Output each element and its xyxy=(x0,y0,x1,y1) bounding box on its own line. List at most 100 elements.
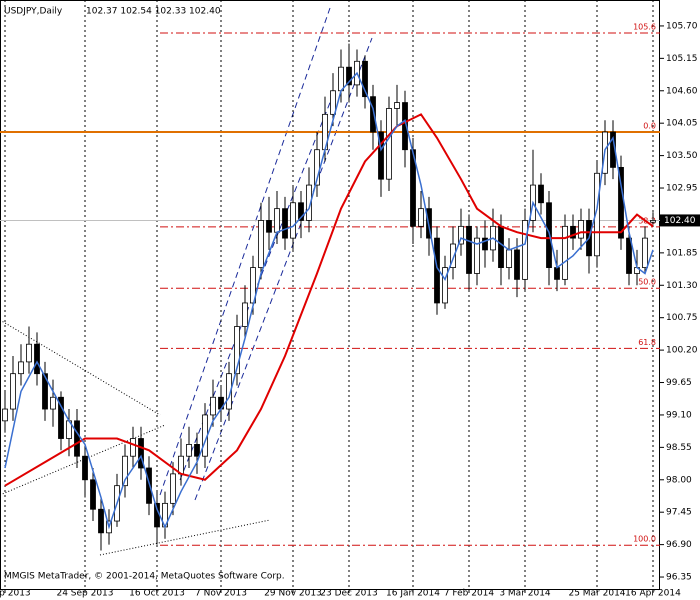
trend-lines xyxy=(0,7,373,556)
y-tick-label: 98.55 xyxy=(666,443,692,453)
candle-body xyxy=(522,220,528,280)
candle-body xyxy=(306,184,312,221)
candle-body xyxy=(290,202,296,239)
chart-subtitle: 102.37 102.54 102.33 102.40 xyxy=(86,7,221,17)
candle-body xyxy=(10,373,16,410)
candle-body xyxy=(538,184,544,204)
candle-body xyxy=(650,220,656,223)
candle-body xyxy=(402,102,408,151)
y-tick-label: 99.65 xyxy=(666,378,692,388)
current-price-label: 102.40 xyxy=(664,216,696,226)
candle-body xyxy=(378,131,384,180)
y-tick-label: 99.10 xyxy=(666,410,692,420)
candle-body xyxy=(186,444,192,457)
candle-body xyxy=(562,225,568,280)
candle-body xyxy=(194,444,200,457)
candle-body xyxy=(594,172,600,257)
fib-label: 0.0 xyxy=(643,122,656,131)
candle-body xyxy=(626,237,632,274)
candle-body xyxy=(338,66,344,92)
y-tick-label: 101.85 xyxy=(666,248,698,258)
candle-body xyxy=(298,202,304,221)
current-price-box xyxy=(660,214,700,227)
candle-body xyxy=(210,396,216,416)
x-tick-label: 23 Dec 2013 xyxy=(320,589,378,599)
y-tick-label: 96.90 xyxy=(666,540,692,550)
candle-body xyxy=(642,237,648,268)
y-tick-label: 96.35 xyxy=(666,573,692,583)
fib-label: 100.0 xyxy=(633,535,656,544)
fib-label: 50.0 xyxy=(638,278,656,287)
candle-body xyxy=(234,326,240,375)
candle-body xyxy=(330,90,336,115)
y-tick-label: 104.05 xyxy=(666,119,698,129)
trend-line xyxy=(159,7,331,496)
plot-frame xyxy=(0,0,660,590)
candle-body xyxy=(274,208,280,233)
candle-body xyxy=(226,373,232,410)
candle-body xyxy=(418,208,424,227)
candle-body xyxy=(362,60,368,98)
candle-body xyxy=(74,420,80,457)
candle-body xyxy=(346,66,352,86)
x-tick-label: 29 Nov 2013 xyxy=(264,589,322,599)
x-tick-label: 24 Sep 2013 xyxy=(56,589,113,599)
x-tick-label: 7 Nov 2013 xyxy=(195,589,247,599)
x-tick-label: 25 Mar 2014 xyxy=(568,589,625,599)
candle-body xyxy=(58,396,64,439)
candle-body xyxy=(458,225,464,245)
candle-body xyxy=(450,243,456,268)
y-tick-label: 98.00 xyxy=(666,475,692,485)
y-tick-label: 100.20 xyxy=(666,346,698,356)
y-tick-label: 105.70 xyxy=(666,21,698,31)
trend-line xyxy=(0,319,161,416)
x-tick-label: 16 Oct 2013 xyxy=(129,589,185,599)
candle-body xyxy=(442,267,448,304)
candle-body xyxy=(514,249,520,280)
candle-body xyxy=(370,96,376,133)
x-tick-label: 2 Sep 2013 xyxy=(0,589,31,599)
trend-line xyxy=(194,37,373,501)
candle-body xyxy=(482,237,488,251)
candle-body xyxy=(386,108,392,180)
y-tick-label: 101.30 xyxy=(666,281,698,291)
candle-body xyxy=(138,438,144,469)
y-tick-label: 100.75 xyxy=(666,313,698,323)
y-tick-label: 104.60 xyxy=(666,86,698,96)
candle-body xyxy=(498,225,504,268)
candle-body xyxy=(26,343,32,363)
candle-body xyxy=(34,343,40,375)
candle-body xyxy=(242,302,248,327)
candle-body xyxy=(570,225,576,239)
chart-title: USDJPY,Daily xyxy=(4,7,63,17)
y-tick-label: 103.50 xyxy=(666,151,698,161)
fib-label: 105.6 xyxy=(633,23,656,32)
y-tick-label: 105.15 xyxy=(666,54,698,64)
candle-body xyxy=(554,267,560,280)
fib-label: 61.8 xyxy=(638,338,656,347)
candle-body xyxy=(146,467,152,504)
x-tick-label: 16 Jan 2014 xyxy=(386,589,440,599)
candle-body xyxy=(2,408,8,422)
candle-body xyxy=(50,396,56,410)
candle-body xyxy=(266,220,272,233)
footer: MMGIS MetaTrader, © 2001-2014, MetaQuote… xyxy=(4,572,285,582)
y-tick-label: 97.45 xyxy=(666,508,692,518)
x-tick-label: 7 Feb 2014 xyxy=(444,589,495,599)
candle-body xyxy=(130,438,136,457)
candle-body xyxy=(18,361,24,375)
candle-body xyxy=(578,220,584,239)
candle-body xyxy=(122,455,128,487)
x-tick-label: 16 Apr 2014 xyxy=(625,589,681,599)
moving-average xyxy=(4,71,654,530)
candle-body xyxy=(258,220,264,268)
candle-body xyxy=(42,373,48,410)
candle-body xyxy=(506,249,512,268)
candle-body xyxy=(282,208,288,239)
candle-body xyxy=(178,455,184,475)
candle-body xyxy=(98,508,104,534)
candle-body xyxy=(82,455,88,481)
candle-body xyxy=(394,102,400,109)
candle-body xyxy=(466,225,472,274)
